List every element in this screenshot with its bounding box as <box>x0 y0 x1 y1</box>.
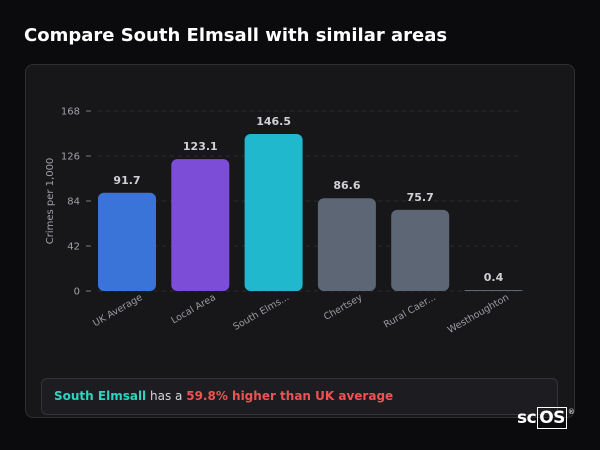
value-label: 86.6 <box>333 179 360 192</box>
y-tick-label: 42 <box>67 242 80 253</box>
bar <box>317 198 376 291</box>
y-tick-label: 126 <box>61 152 80 163</box>
y-tick-label: 0 <box>74 287 80 298</box>
y-axis-ticks: 0 42 84 126 168 <box>61 107 91 298</box>
value-label: 91.7 <box>113 174 140 187</box>
y-tick-label: 84 <box>67 197 80 208</box>
summary-area-name: South Elmsall <box>54 389 147 403</box>
value-label: 123.1 <box>183 140 218 153</box>
x-tick-label: Local Area <box>169 292 217 326</box>
x-tick-label: Westhoughton <box>446 292 511 336</box>
y-axis-label: Crimes per 1,000 <box>45 158 56 245</box>
page-title: Compare South Elmsall with similar areas <box>24 25 448 46</box>
value-label: 146.5 <box>256 115 291 128</box>
x-tick-label: South Elms... <box>231 292 291 333</box>
value-labels: 91.7 123.1 146.5 86.6 75.7 0.4 <box>113 115 503 284</box>
x-tick-label: Rural Caer... <box>382 292 438 331</box>
comparison-summary: South Elmsall has a 59.8% higher than UK… <box>41 378 558 415</box>
value-label: 75.7 <box>407 191 434 204</box>
bar <box>98 192 156 291</box>
registered-mark: ® <box>567 408 575 416</box>
bar <box>171 159 230 291</box>
y-tick-label: 168 <box>61 107 80 118</box>
summary-connector: has a <box>150 389 183 403</box>
bar <box>244 134 303 291</box>
bars <box>98 134 523 291</box>
bar <box>464 290 523 291</box>
logo-text-b: OS <box>537 407 567 429</box>
summary-difference: 59.8% higher than UK average <box>186 389 394 403</box>
gridlines <box>98 110 520 292</box>
x-axis-labels: UK Average Local Area South Elms... Chertse… <box>91 292 511 336</box>
scos-logo: sc OS ® <box>517 407 575 429</box>
value-label: 0.4 <box>484 271 504 284</box>
bar <box>391 209 450 291</box>
logo-text-a: sc <box>517 408 537 428</box>
x-tick-label: Chertsey <box>322 292 365 323</box>
x-tick-label: UK Average <box>91 292 144 329</box>
